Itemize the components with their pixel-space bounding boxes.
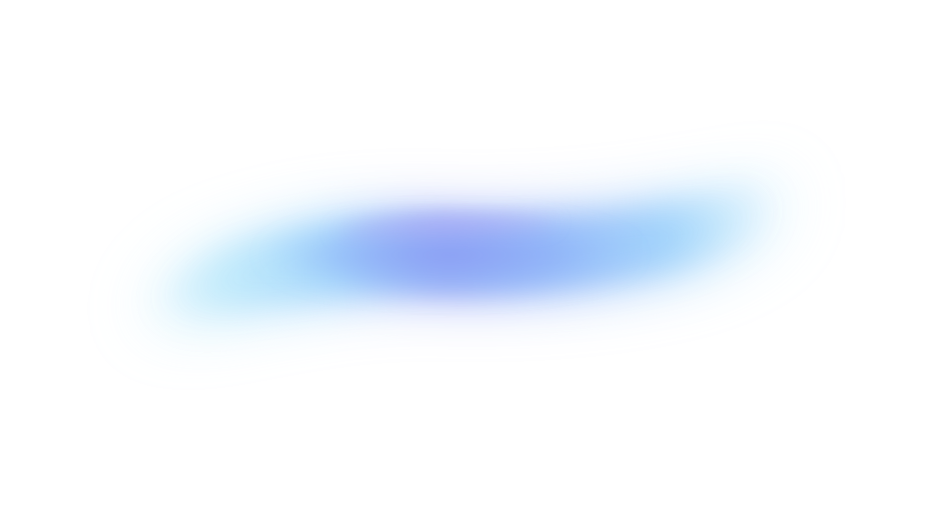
violet-highlight [330, 217, 560, 235]
wave-core [260, 213, 640, 297]
